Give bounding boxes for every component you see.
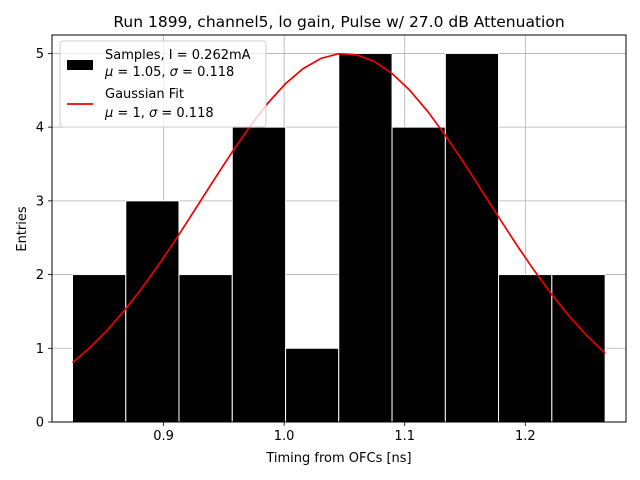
legend: Samples, I = 0.262mA μ = 1.05, σ = 0.118… (59, 40, 267, 128)
x-tick-label: 1.2 (515, 429, 536, 444)
fit-line (71, 52, 606, 364)
gaussian-fit-curve (71, 52, 606, 364)
histogram-bar (231, 126, 287, 423)
histogram-bar (498, 274, 553, 423)
x-axis-ticks: 0.9 1.0 1.1 1.2 (153, 422, 536, 444)
chart-title: Run 1899, channel5, lo gain, Pulse w/ 27… (113, 13, 564, 31)
y-tick-label: 1 (36, 342, 44, 357)
y-tick-label: 4 (36, 121, 44, 136)
legend-samples-label: Samples, I = 0.262mA (105, 48, 251, 63)
plot-frame (51, 34, 627, 423)
legend-box (59, 40, 267, 128)
legend-samples-stats: μ = 1.05, σ = 0.118 (104, 65, 234, 80)
histogram-bar (285, 347, 340, 423)
x-axis-label: Timing from OFCs [ns] (265, 451, 411, 466)
x-tick-label: 1.0 (274, 429, 295, 444)
x-tick-label: 1.1 (394, 429, 415, 444)
histogram-bar (444, 52, 500, 423)
histogram-bar (338, 52, 393, 423)
y-tick-label: 2 (36, 268, 44, 283)
histogram-bar (551, 274, 606, 423)
histogram-bar (72, 274, 127, 423)
y-tick-label: 3 (36, 194, 44, 209)
y-axis-ticks: 0 1 2 3 4 5 (36, 47, 52, 431)
y-tick-label: 5 (36, 47, 44, 62)
legend-fit-label: Gaussian Fit (105, 87, 184, 102)
y-axis-label: Entries (15, 206, 30, 252)
histogram-bar (391, 126, 446, 423)
x-tick-label: 0.9 (153, 429, 174, 444)
histogram-bar (125, 200, 180, 423)
y-tick-label: 0 (36, 416, 44, 431)
histogram-bar (178, 274, 233, 423)
legend-samples-swatch (67, 60, 93, 70)
legend-fit-stats: μ = 1, σ = 0.118 (104, 106, 214, 121)
